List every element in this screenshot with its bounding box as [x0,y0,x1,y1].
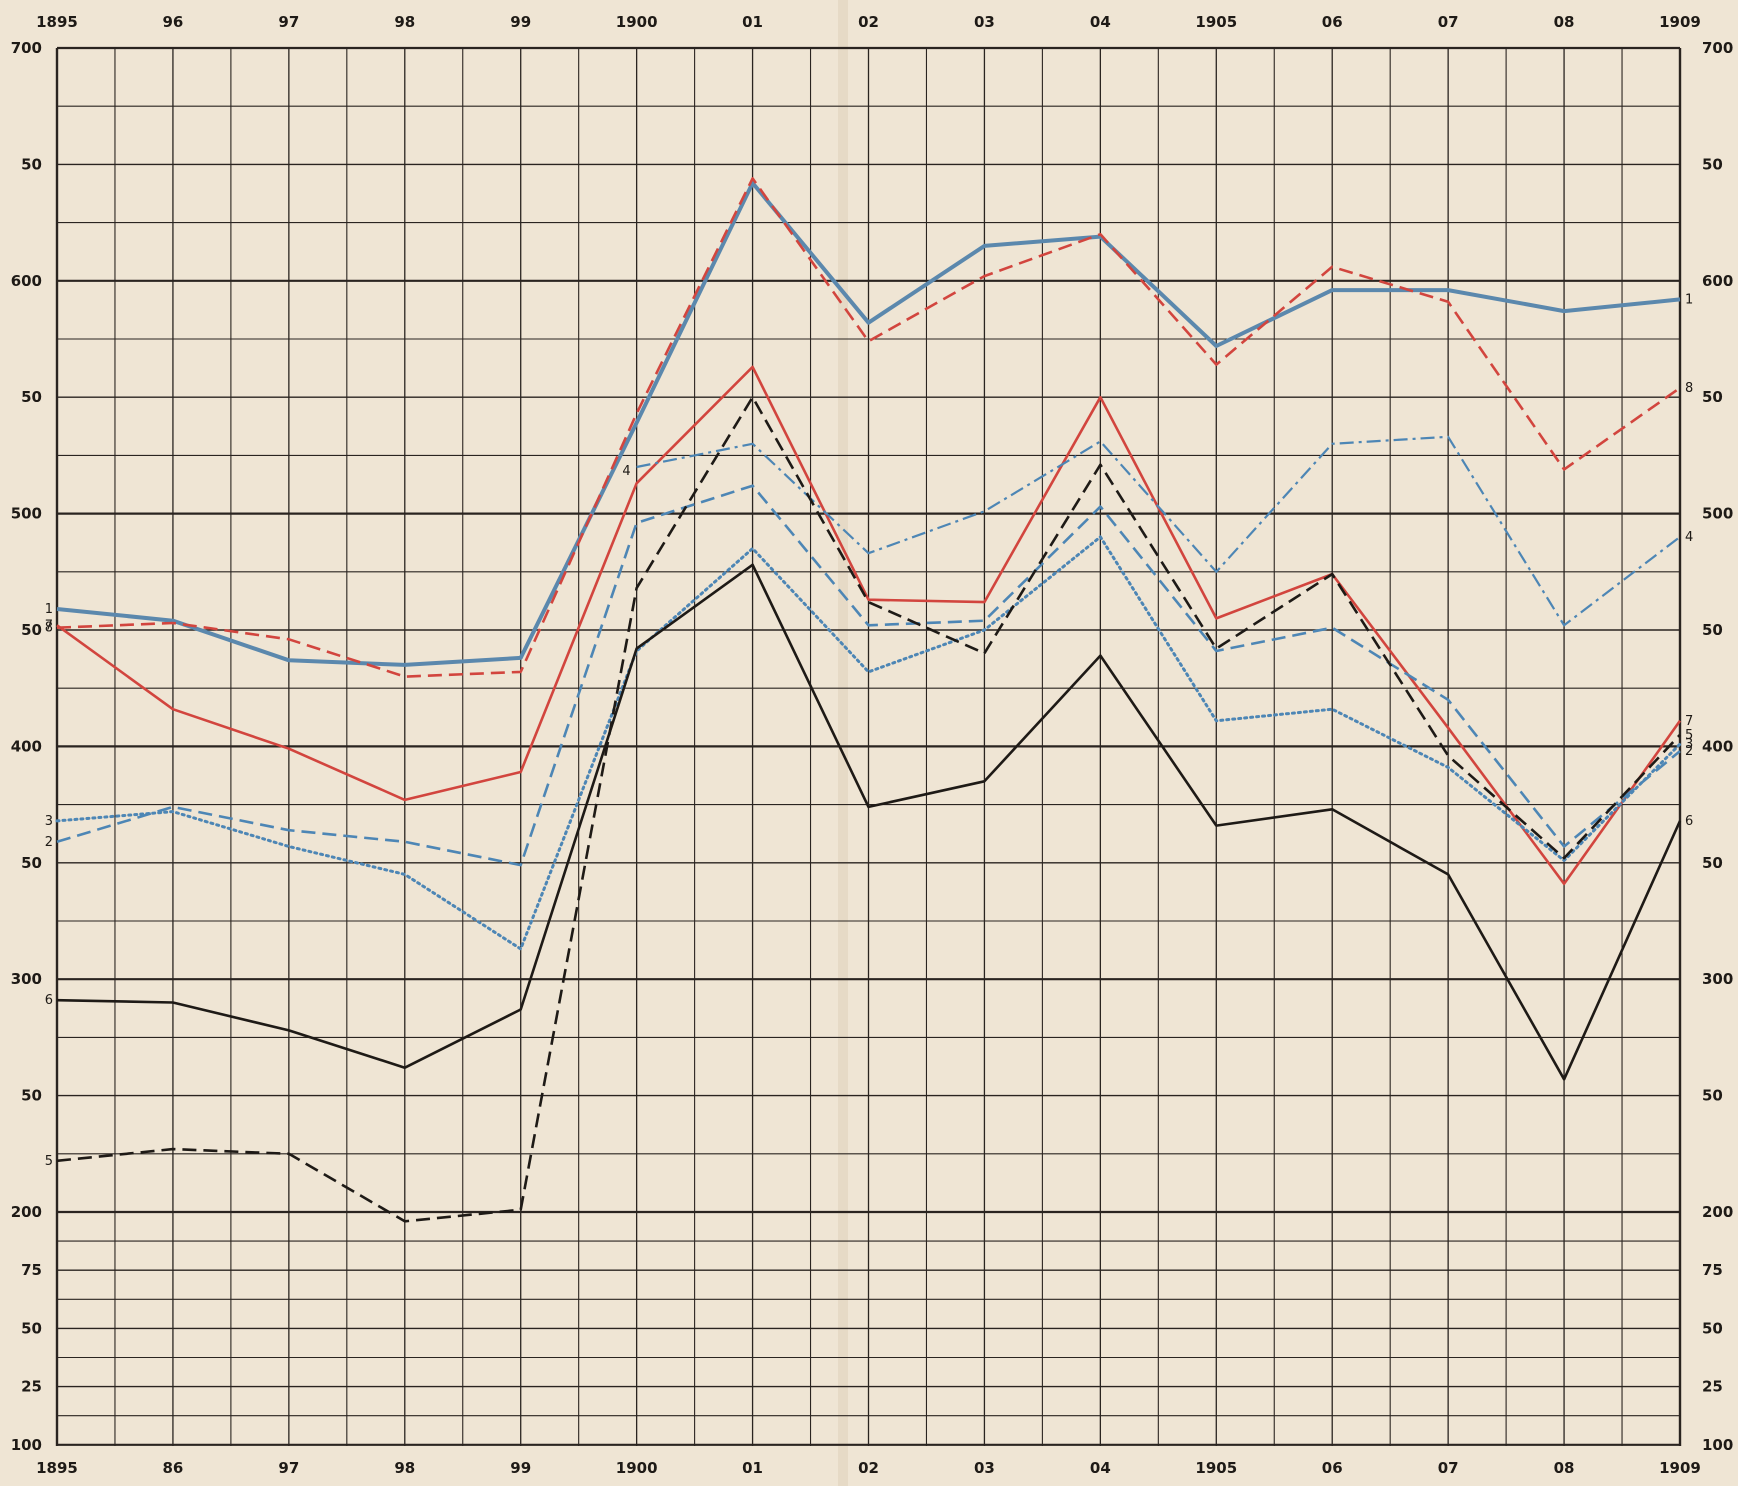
page-fold [838,0,848,1486]
y-tick-label-left: 50 [21,854,42,872]
series-label-right-5: 5 [1685,728,1693,743]
x-tick-label-top: 03 [974,13,995,31]
y-tick-label-left: 600 [11,272,42,290]
x-tick-label-bottom: 01 [742,1459,763,1477]
y-tick-label-right: 50 [1702,621,1723,639]
y-tick-label-right: 600 [1702,272,1733,290]
series-label-right-7: 7 [1685,714,1693,729]
series-line-6 [56,563,1682,1081]
y-tick-label-left: 50 [21,1087,42,1105]
y-tick-label-right: 50 [1702,1319,1723,1337]
series-label-right-2: 2 [1685,744,1693,759]
series-label-left-1: 1 [45,602,53,617]
series-label-left-3: 3 [45,814,53,829]
series-label-right-6: 6 [1685,814,1693,829]
x-tick-label-bottom: 04 [1090,1459,1111,1477]
y-tick-label-right: 700 [1702,39,1733,57]
series-label-left-8: 8 [45,621,53,636]
x-tick-label-top: 02 [858,13,879,31]
y-tick-label-right: 50 [1702,388,1723,406]
x-tick-label-bottom: 1905 [1195,1459,1237,1477]
series-line-8 [56,177,1681,678]
series-label-right-8: 8 [1685,381,1693,396]
y-tick-label-right: 200 [1702,1203,1733,1221]
x-tick-label-top: 1900 [616,13,658,31]
series-label-right-1: 1 [1685,292,1693,307]
x-tick-label-bottom: 1895 [36,1459,78,1477]
y-tick-label-right: 300 [1702,970,1733,988]
y-tick-label-left: 700 [11,39,42,57]
x-tick-label-top: 08 [1554,13,1575,31]
grid [55,46,1682,1446]
y-tick-label-left: 300 [11,970,42,988]
y-tick-label-right: 400 [1702,737,1733,755]
x-tick-label-top: 06 [1322,13,1343,31]
x-tick-label-top: 01 [742,13,763,31]
y-tick-label-right: 50 [1702,854,1723,872]
x-tick-label-bottom: 99 [510,1459,531,1477]
x-tick-label-top: 97 [278,13,299,31]
y-tick-label-right: 25 [1702,1378,1723,1396]
series-label-left-2: 2 [45,835,53,850]
series-label-mid-4: 4 [622,464,630,479]
y-tick-label-left: 75 [21,1261,42,1279]
y-tick-label-left: 200 [11,1203,42,1221]
y-tick-label-right: 75 [1702,1261,1723,1279]
y-tick-label-left: 50 [21,388,42,406]
x-tick-label-top: 1895 [36,13,78,31]
x-tick-label-bottom: 08 [1554,1459,1575,1477]
y-tick-label-left: 500 [11,505,42,523]
y-tick-label-right: 100 [1702,1436,1733,1454]
y-tick-label-right: 50 [1702,155,1723,173]
y-tick-label-right: 500 [1702,505,1733,523]
y-tick-label-right: 50 [1702,1087,1723,1105]
x-tick-label-bottom: 86 [162,1459,183,1477]
x-tick-label-top: 99 [510,13,531,31]
x-tick-label-bottom: 97 [278,1459,299,1477]
x-tick-label-top: 07 [1438,13,1459,31]
x-tick-label-bottom: 1909 [1659,1459,1701,1477]
series-label-right-3: 3 [1685,737,1693,752]
series-line-2 [56,484,1681,867]
x-tick-label-top: 04 [1090,13,1111,31]
series-line-5 [56,395,1681,1223]
x-tick-label-bottom: 03 [974,1459,995,1477]
y-tick-label-left: 50 [21,1319,42,1337]
series-label-left-6: 6 [45,993,53,1008]
x-tick-label-top: 96 [162,13,183,31]
x-tick-label-top: 98 [394,13,415,31]
y-tick-label-left: 50 [21,621,42,639]
series-label-left-5: 5 [45,1154,53,1169]
x-tick-label-top: 1905 [1195,13,1237,31]
y-tick-label-left: 25 [21,1378,42,1396]
series-label-left-7: 7 [45,618,53,633]
x-tick-label-top: 1909 [1659,13,1701,31]
y-tick-label-left: 50 [21,155,42,173]
x-tick-label-bottom: 02 [858,1459,879,1477]
y-tick-label-left: 400 [11,737,42,755]
x-tick-label-bottom: 06 [1322,1459,1343,1477]
series-lines [55,177,1682,1223]
series-line-3 [55,535,1682,951]
series-label-right-4: 4 [1685,530,1693,545]
y-tick-label-left: 100 [11,1436,42,1454]
x-tick-label-bottom: 1900 [616,1459,658,1477]
x-tick-label-bottom: 98 [394,1459,415,1477]
x-tick-label-bottom: 07 [1438,1459,1459,1477]
